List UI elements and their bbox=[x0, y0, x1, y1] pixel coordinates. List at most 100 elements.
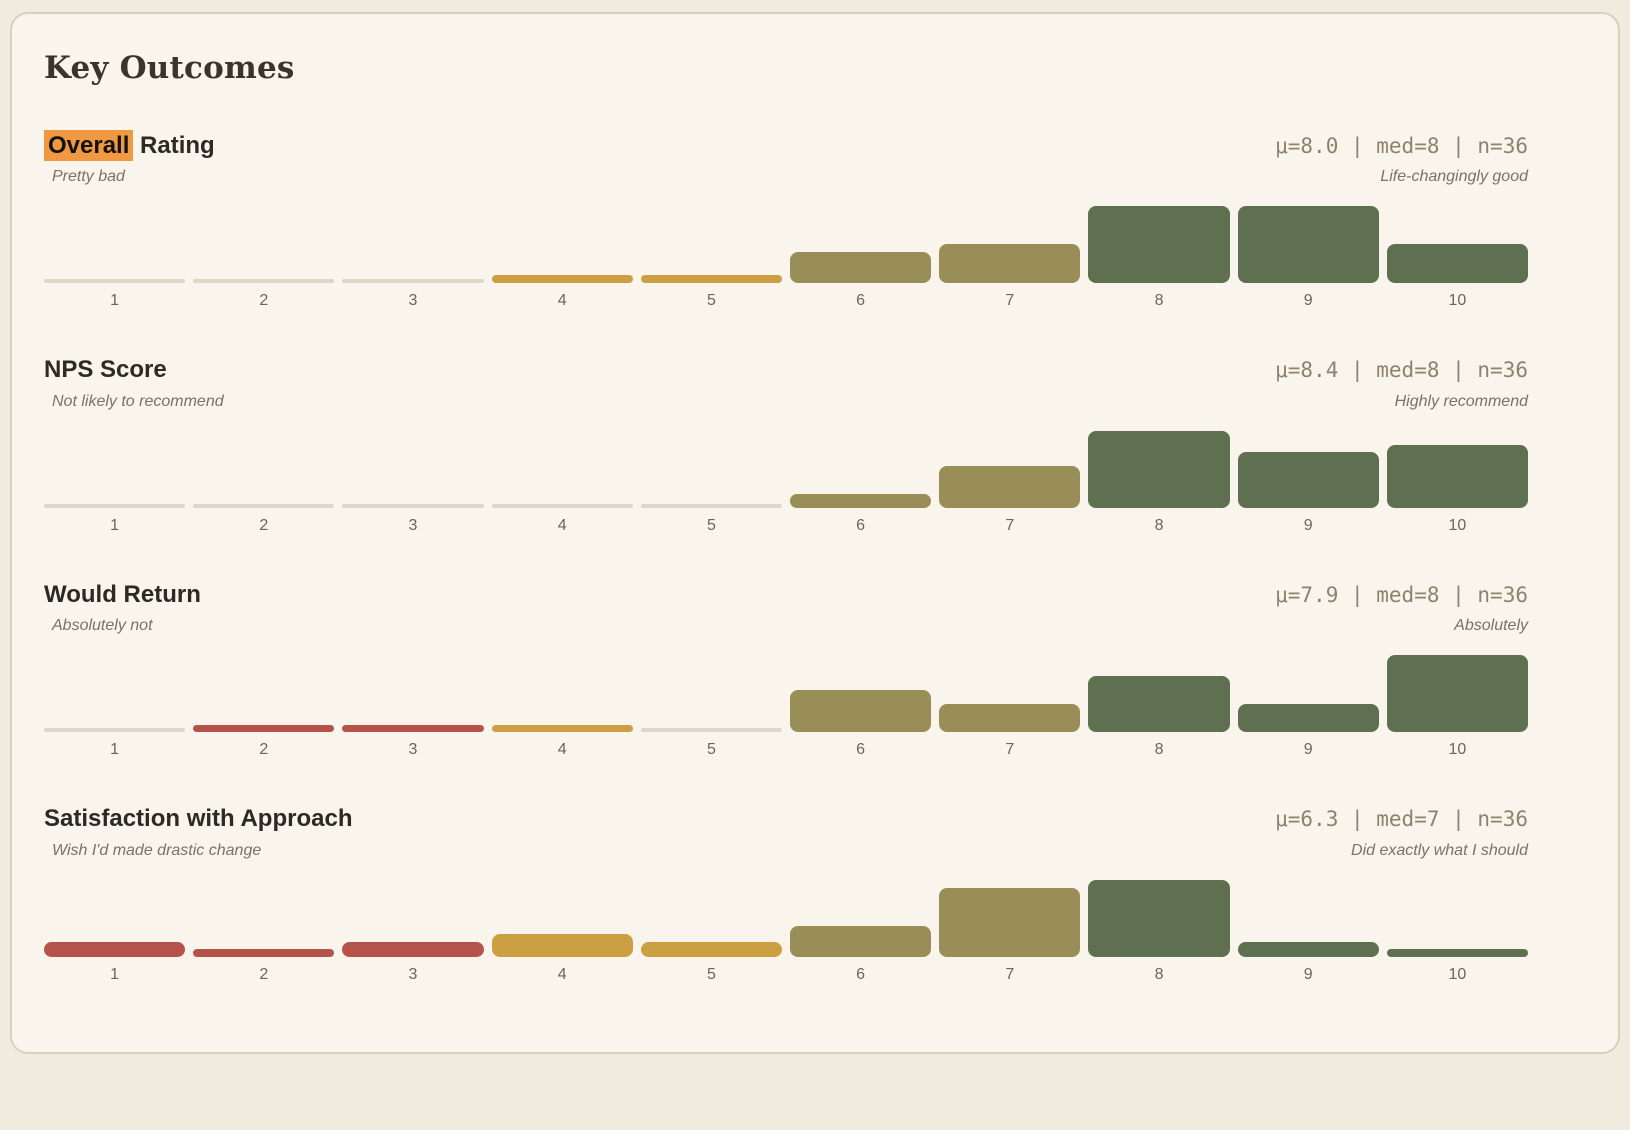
x-tick-3: 3 bbox=[408, 516, 418, 534]
chart-section: Satisfaction with Approach μ=6.3 | med=7… bbox=[44, 803, 1529, 984]
chart-title: Satisfaction with Approach bbox=[44, 803, 352, 835]
axis-label-low: Pretty bad bbox=[52, 168, 125, 186]
x-tick-6: 6 bbox=[856, 516, 866, 534]
bar-3 bbox=[342, 503, 484, 508]
x-tick-4: 4 bbox=[557, 292, 567, 310]
histogram bbox=[44, 643, 1529, 733]
chart-title-text: Rating bbox=[133, 132, 215, 159]
axis-endpoint-labels: Pretty bad Life-changingly good bbox=[44, 168, 1528, 186]
x-tick-6: 6 bbox=[856, 741, 866, 759]
bar-5 bbox=[640, 503, 783, 508]
chart-sections: Overall Rating μ=8.0 | med=8 | n=36 Pret… bbox=[44, 130, 1529, 984]
chart-header: NPS Score μ=8.4 | med=8 | n=36 bbox=[44, 354, 1528, 386]
bar-2 bbox=[193, 948, 335, 957]
axis-label-high: Did exactly what I should bbox=[1351, 841, 1528, 859]
bar-5 bbox=[640, 941, 783, 957]
bar-3 bbox=[342, 279, 484, 284]
bar-8 bbox=[1088, 206, 1230, 284]
axis-label-high: Highly recommend bbox=[1394, 392, 1528, 410]
chart-stats: μ=8.0 | med=8 | n=36 bbox=[1275, 134, 1528, 158]
bar-1 bbox=[44, 941, 186, 957]
chart-title-text: Satisfaction with Approach bbox=[44, 805, 353, 833]
x-tick-7: 7 bbox=[1005, 516, 1015, 534]
x-axis-labels: 1 2 3 4 5 6 7 8 9 10 bbox=[44, 966, 1528, 984]
axis-label-high: Absolutely bbox=[1454, 617, 1528, 635]
bar-7 bbox=[939, 704, 1081, 733]
chart-title: Would Return bbox=[44, 579, 201, 611]
x-tick-4: 4 bbox=[557, 965, 567, 983]
x-tick-10: 10 bbox=[1448, 741, 1467, 759]
chart-stats: μ=8.4 | med=8 | n=36 bbox=[1275, 358, 1528, 383]
chart-title-text: NPS Score bbox=[44, 356, 167, 384]
bar-8 bbox=[1088, 879, 1230, 957]
chart-title: Overall Rating bbox=[44, 130, 215, 162]
bar-10 bbox=[1386, 655, 1529, 733]
bar-8 bbox=[1088, 676, 1230, 733]
bar-6 bbox=[790, 925, 932, 957]
x-tick-10: 10 bbox=[1448, 516, 1467, 534]
x-tick-5: 5 bbox=[706, 965, 716, 983]
x-tick-2: 2 bbox=[259, 516, 269, 534]
x-tick-7: 7 bbox=[1005, 741, 1015, 759]
axis-endpoint-labels: Wish I'd made drastic change Did exactly… bbox=[44, 842, 1528, 860]
x-tick-7: 7 bbox=[1005, 965, 1015, 983]
x-tick-3: 3 bbox=[408, 741, 418, 759]
bar-10 bbox=[1386, 948, 1529, 957]
axis-label-high: Life-changingly good bbox=[1380, 168, 1528, 186]
bar-10 bbox=[1386, 444, 1529, 508]
bar-4 bbox=[491, 725, 633, 733]
x-axis-labels: 1 2 3 4 5 6 7 8 9 10 bbox=[44, 517, 1528, 535]
histogram bbox=[44, 419, 1529, 508]
x-tick-9: 9 bbox=[1303, 516, 1313, 534]
x-tick-4: 4 bbox=[557, 741, 567, 759]
chart-title-highlight: Overall bbox=[44, 130, 134, 161]
x-tick-9: 9 bbox=[1303, 965, 1313, 983]
x-tick-10: 10 bbox=[1448, 292, 1467, 310]
bar-7 bbox=[939, 887, 1081, 957]
bar-6 bbox=[790, 493, 932, 508]
bar-6 bbox=[790, 690, 932, 733]
bar-2 bbox=[193, 503, 335, 508]
x-tick-8: 8 bbox=[1154, 292, 1164, 310]
bar-3 bbox=[342, 941, 484, 957]
axis-label-low: Absolutely not bbox=[52, 617, 153, 635]
histogram bbox=[44, 868, 1529, 957]
x-tick-5: 5 bbox=[706, 516, 716, 534]
bar-1 bbox=[44, 728, 186, 733]
bar-9 bbox=[1237, 451, 1379, 508]
bar-9 bbox=[1237, 704, 1379, 733]
bar-8 bbox=[1088, 430, 1230, 508]
bar-3 bbox=[342, 725, 484, 733]
bar-9 bbox=[1237, 941, 1379, 957]
chart-section: Would Return μ=7.9 | med=8 | n=36 Absolu… bbox=[44, 579, 1529, 759]
x-tick-2: 2 bbox=[259, 292, 269, 310]
chart-header: Would Return μ=7.9 | med=8 | n=36 bbox=[44, 579, 1528, 611]
bar-2 bbox=[193, 725, 335, 733]
bar-6 bbox=[790, 252, 932, 284]
bar-7 bbox=[939, 465, 1081, 508]
chart-section: NPS Score μ=8.4 | med=8 | n=36 Not likel… bbox=[44, 354, 1529, 535]
x-tick-1: 1 bbox=[110, 292, 120, 310]
bar-4 bbox=[491, 275, 633, 284]
chart-section: Overall Rating μ=8.0 | med=8 | n=36 Pret… bbox=[44, 130, 1529, 310]
bar-5 bbox=[640, 728, 783, 733]
bar-5 bbox=[640, 275, 783, 284]
x-tick-7: 7 bbox=[1005, 292, 1015, 310]
x-tick-8: 8 bbox=[1154, 965, 1164, 983]
x-tick-2: 2 bbox=[259, 965, 269, 983]
x-tick-1: 1 bbox=[110, 741, 120, 759]
x-tick-9: 9 bbox=[1303, 741, 1313, 759]
chart-title: NPS Score bbox=[44, 354, 167, 386]
bar-1 bbox=[44, 279, 186, 284]
x-tick-8: 8 bbox=[1154, 516, 1164, 534]
x-tick-2: 2 bbox=[259, 741, 269, 759]
x-tick-10: 10 bbox=[1448, 965, 1467, 983]
axis-endpoint-labels: Absolutely not Absolutely bbox=[44, 617, 1528, 635]
x-tick-1: 1 bbox=[110, 516, 120, 534]
bar-1 bbox=[44, 503, 186, 508]
x-tick-6: 6 bbox=[856, 965, 866, 983]
x-tick-1: 1 bbox=[110, 965, 120, 983]
x-tick-3: 3 bbox=[408, 965, 418, 983]
key-outcomes-card: Key Outcomes Overall Rating μ=8.0 | med=… bbox=[10, 12, 1620, 1054]
chart-title-text: Would Return bbox=[44, 580, 201, 608]
